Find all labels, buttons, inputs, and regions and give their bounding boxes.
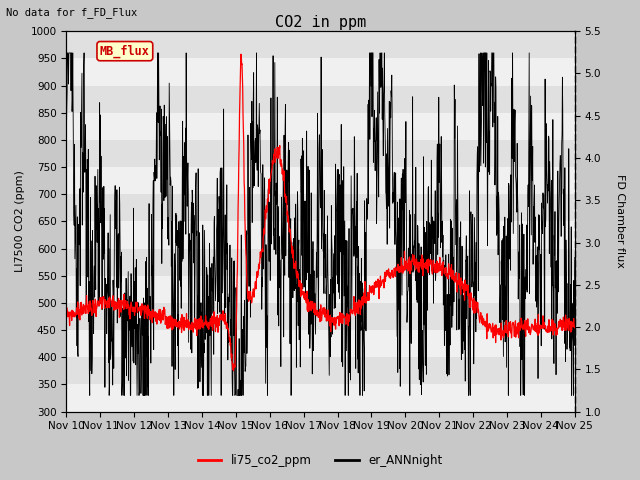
Bar [67, 167, 575, 194]
Text: MB_flux: MB_flux [100, 45, 150, 58]
Bar [67, 221, 575, 249]
Bar [67, 276, 575, 303]
Y-axis label: FD Chamber flux: FD Chamber flux [615, 175, 625, 268]
Bar [67, 113, 575, 140]
Text: No data for f_FD_Flux: No data for f_FD_Flux [6, 7, 138, 18]
Bar [67, 330, 575, 357]
Title: CO2 in ppm: CO2 in ppm [275, 15, 366, 30]
Bar [67, 384, 575, 412]
Bar [67, 59, 575, 85]
Legend: li75_co2_ppm, er_ANNnight: li75_co2_ppm, er_ANNnight [193, 449, 447, 472]
Y-axis label: LI7500 CO2 (ppm): LI7500 CO2 (ppm) [15, 170, 25, 272]
